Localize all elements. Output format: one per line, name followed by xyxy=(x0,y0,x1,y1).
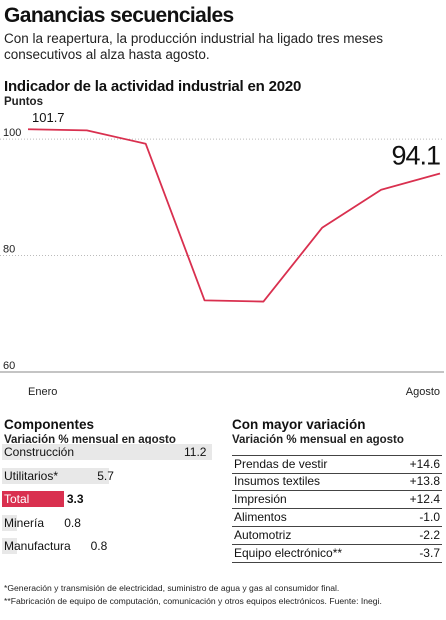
component-value: 3.3 xyxy=(66,492,84,506)
component-label: Minería xyxy=(4,515,45,530)
table-row: Automotriz -2.2 xyxy=(232,527,442,545)
table-cell-name: Equipo electrónico** xyxy=(234,546,343,560)
footnote: **Fabricación de equipo de computación, … xyxy=(4,596,382,606)
table-cell-value: -3.7 xyxy=(419,546,440,560)
variation-subtitle: Variación % mensual en agosto xyxy=(232,434,404,446)
y-tick-label: 100 xyxy=(3,127,21,139)
line-chart-title: Indicador de la actividad industrial en … xyxy=(4,78,302,95)
line-chart: 100 80 60 101.7 94.1 Enero Agosto xyxy=(0,110,444,398)
line-series xyxy=(27,128,441,303)
table-cell-value: +12.4 xyxy=(409,492,440,506)
y-tick-label: 80 xyxy=(3,244,15,256)
line-chart-grid: 100 80 60 xyxy=(0,127,444,373)
line-end-value: 94.1 xyxy=(391,140,440,170)
component-bar xyxy=(2,514,17,531)
line-chart-unit: Puntos xyxy=(4,96,43,108)
component-value: 11.2 xyxy=(184,445,207,459)
component-label: Manufactura xyxy=(4,539,71,553)
table-cell-name: Automotriz xyxy=(234,528,292,542)
component-bar xyxy=(2,467,109,484)
component-label: Utilitarios* xyxy=(4,468,59,483)
table-cell-value: -2.2 xyxy=(419,528,440,542)
y-tick-label: 60 xyxy=(3,360,15,372)
component-value: 0.8 xyxy=(64,515,81,530)
component-value: 0.8 xyxy=(90,539,108,553)
table-cell-value: +13.8 xyxy=(409,474,440,488)
component-label: Construcción xyxy=(4,445,75,459)
component-bar xyxy=(2,491,64,507)
component-value: 5.7 xyxy=(97,468,114,483)
table-row: Equipo electrónico** -3.7 xyxy=(232,545,442,563)
table-row: Alimentos -1.0 xyxy=(232,509,442,527)
variation-title: Con mayor variación xyxy=(232,417,366,432)
components-subtitle: Variación % mensual en agosto xyxy=(4,434,176,446)
table-cell-name: Alimentos xyxy=(234,510,287,524)
component-bar xyxy=(2,538,17,554)
component-bar xyxy=(2,444,212,460)
table-row: Impresión +12.4 xyxy=(232,491,442,509)
x-tick-label: Enero xyxy=(28,386,57,398)
page-subtitle: Con la reapertura, la producción industr… xyxy=(4,31,383,62)
line-start-value: 101.7 xyxy=(32,110,65,125)
table-row: Prendas de vestir +14.6 xyxy=(232,455,442,474)
components-title: Componentes xyxy=(4,417,95,432)
page-title: Ganancias secuenciales xyxy=(4,4,234,27)
table-cell-name: Impresión xyxy=(234,492,287,506)
x-tick-label: Agosto xyxy=(406,386,440,398)
table-cell-value: +14.6 xyxy=(409,457,440,471)
component-label: Total xyxy=(4,492,30,506)
table-cell-value: -1.0 xyxy=(419,510,440,524)
footnote: *Generación y transmisión de electricida… xyxy=(4,583,340,593)
table-cell-name: Insumos textiles xyxy=(234,474,321,488)
table-cell-name: Prendas de vestir xyxy=(234,457,328,471)
table-row: Insumos textiles +13.8 xyxy=(232,473,442,491)
